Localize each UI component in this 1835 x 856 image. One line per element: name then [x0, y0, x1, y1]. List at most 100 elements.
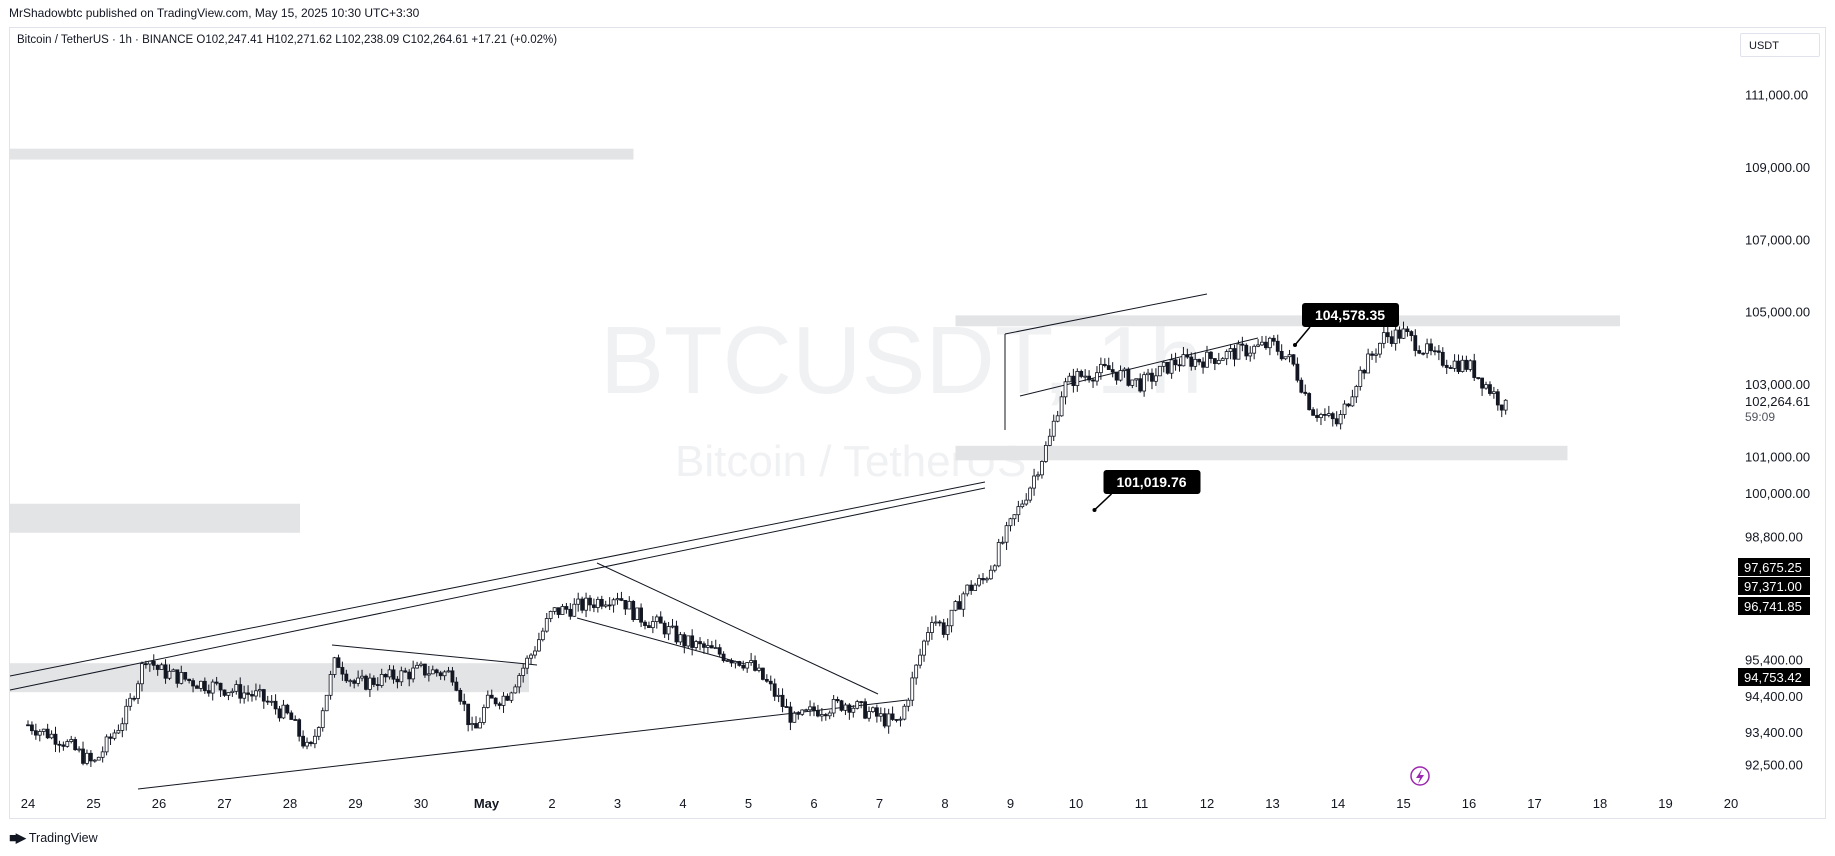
candle-body [49, 733, 54, 739]
candle-body [686, 635, 691, 647]
candle-body [226, 692, 231, 696]
candle-body [918, 654, 923, 666]
candle-body [104, 736, 109, 753]
open-value: O102,247.41 [196, 34, 263, 46]
candle-body [320, 710, 325, 728]
candle-body [187, 678, 192, 682]
price-callout[interactable] [1302, 303, 1399, 328]
date-tick-label: 26 [152, 796, 166, 811]
candle-body [257, 689, 262, 692]
candle-body [1032, 475, 1036, 489]
candle-body [788, 706, 793, 723]
candle-body [1114, 371, 1119, 381]
candle-body [1303, 391, 1308, 394]
candle-body [1228, 348, 1233, 352]
candle-body [1287, 354, 1292, 358]
candle-body [1095, 372, 1099, 382]
candle-body [937, 621, 942, 624]
bar-countdown-label: 59:09 [1745, 410, 1775, 424]
candle-body [407, 671, 412, 680]
candle-body [898, 718, 903, 721]
candle-body [493, 697, 498, 705]
candle-body [867, 711, 871, 719]
trendline-wedge-lower[interactable] [576, 617, 746, 665]
price-tick-label: 109,000.00 [1745, 160, 1810, 175]
trendline-wedge-upper[interactable] [596, 562, 879, 695]
candle-body [281, 704, 286, 719]
candle-body [1059, 396, 1064, 417]
price-tags-layer: 97,675.25 97,371.00 96,741.85 94,753.42 102,… [1738, 394, 1810, 686]
footer-brand[interactable]: ■▶ TradingView [9, 830, 98, 846]
candle-body [658, 616, 663, 624]
candle-body [1362, 369, 1367, 374]
candle-body [88, 752, 93, 762]
candle-body [37, 731, 42, 736]
supply-demand-zone[interactable] [955, 445, 1568, 461]
candle-body [753, 660, 757, 671]
supply-demand-zone[interactable] [10, 503, 300, 533]
candle-body [442, 671, 447, 677]
candle-body [882, 713, 887, 727]
candle-body [800, 709, 805, 715]
trendline-triangle[interactable] [331, 644, 538, 666]
candle-body [1181, 354, 1186, 367]
candle-body [1185, 354, 1190, 358]
candle-body [819, 714, 824, 717]
candle-body [792, 712, 797, 723]
candle-body [1047, 435, 1052, 446]
supply-demand-zone[interactable] [955, 315, 1621, 327]
candle-body [65, 741, 70, 747]
trendline-channel-lower[interactable] [9, 487, 986, 691]
candle-body [1488, 384, 1492, 394]
candle-body [1016, 506, 1021, 516]
candle-body [1260, 341, 1264, 346]
candle-body [352, 680, 357, 684]
symbol-label[interactable]: Bitcoin / TetherUS · 1h · BINANCE [17, 34, 194, 46]
candle-body [1283, 356, 1288, 360]
trendline-channel-upper[interactable] [9, 481, 986, 677]
chart-frame [9, 27, 1826, 819]
candle-body [206, 690, 211, 694]
candle-body [709, 645, 714, 649]
candle-body [77, 748, 81, 751]
candle-body [285, 704, 290, 714]
supply-demand-zone[interactable] [10, 663, 529, 693]
candle-body [1311, 409, 1316, 416]
candle-body [430, 669, 435, 675]
candle-body [1264, 341, 1268, 349]
candle-body [478, 722, 482, 729]
price-callout[interactable] [1103, 469, 1201, 494]
candle-body [540, 630, 545, 641]
candle-body [804, 709, 809, 712]
candle-body [474, 723, 478, 729]
trendline-flag-upper[interactable] [1004, 293, 1208, 335]
candle-body [379, 673, 384, 686]
price-tick-label: 94,400.00 [1745, 689, 1803, 704]
candle-body [399, 670, 404, 683]
candle-body [717, 647, 722, 655]
trendline-flag-lower[interactable] [1019, 337, 1259, 397]
alert-icon[interactable] [1410, 766, 1430, 786]
candle-body [1307, 393, 1312, 411]
candle-body [191, 680, 195, 687]
trendline-support[interactable] [137, 699, 908, 790]
currency-button[interactable]: USDT [1740, 33, 1820, 57]
candle-body [195, 685, 199, 689]
high-value: H102,271.62 [266, 34, 332, 46]
candle-body [1118, 370, 1123, 381]
candle-body [277, 708, 282, 719]
candle-body [670, 625, 675, 628]
supply-demand-zone[interactable] [10, 148, 634, 160]
candle-body [371, 677, 376, 685]
candle-body [1433, 350, 1437, 353]
candle-body [1476, 377, 1481, 379]
candle-body [112, 732, 117, 739]
candle-body [1146, 372, 1150, 376]
candle-body [261, 689, 266, 702]
candle-body [1436, 350, 1441, 353]
candle-body [136, 683, 140, 699]
candle-body [933, 621, 938, 624]
candle-body [489, 694, 494, 699]
price-tag-label: 97,675.25 [1744, 560, 1802, 575]
